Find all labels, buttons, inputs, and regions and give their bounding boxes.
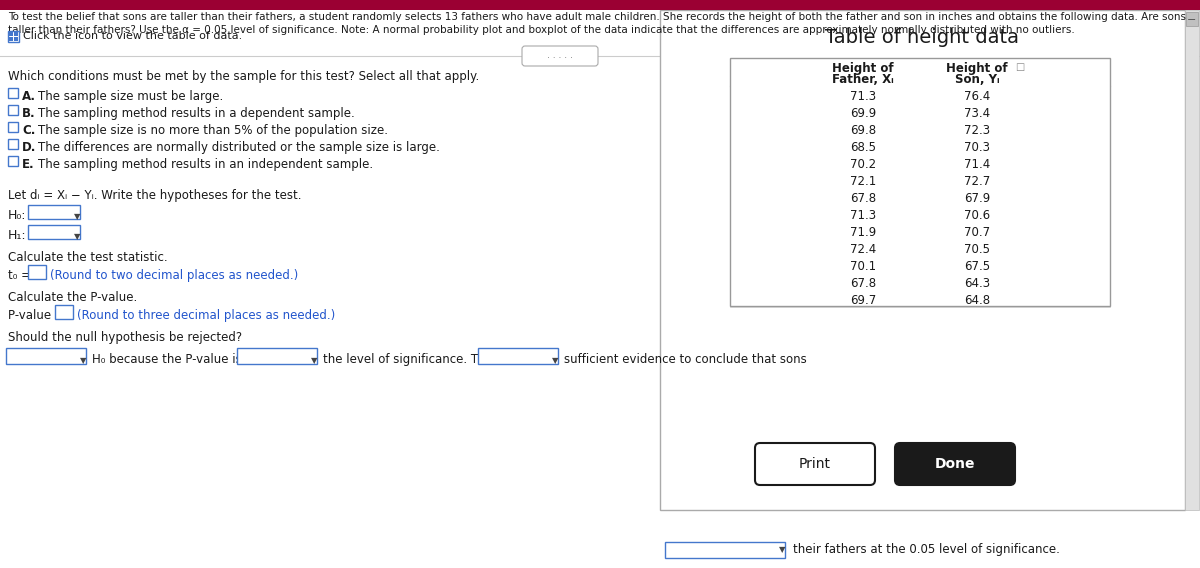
Bar xyxy=(28,265,46,279)
Text: A.: A. xyxy=(22,90,36,103)
Text: 76.4: 76.4 xyxy=(964,90,990,103)
Text: sufficient evidence to conclude that sons: sufficient evidence to conclude that son… xyxy=(564,353,806,366)
FancyBboxPatch shape xyxy=(522,46,598,66)
Bar xyxy=(730,58,1110,306)
Text: D.: D. xyxy=(22,141,36,154)
Text: The sample size must be large.: The sample size must be large. xyxy=(38,90,223,103)
Text: □: □ xyxy=(1015,62,1025,72)
Text: 64.3: 64.3 xyxy=(964,277,990,290)
Text: 71.4: 71.4 xyxy=(964,158,990,171)
Text: 70.6: 70.6 xyxy=(964,209,990,222)
Text: The sampling method results in an independent sample.: The sampling method results in an indepe… xyxy=(38,158,373,171)
Text: 72.1: 72.1 xyxy=(850,175,876,188)
Text: 67.8: 67.8 xyxy=(850,277,876,290)
FancyBboxPatch shape xyxy=(755,443,875,485)
Text: 67.8: 67.8 xyxy=(850,192,876,205)
Text: the level of significance. There: the level of significance. There xyxy=(323,353,505,366)
Bar xyxy=(8,156,18,166)
Bar xyxy=(0,0,1200,10)
Text: 70.5: 70.5 xyxy=(964,243,990,256)
Bar xyxy=(14,37,18,41)
Bar xyxy=(1186,10,1199,510)
Text: Height of: Height of xyxy=(946,62,1008,75)
Text: 71.3: 71.3 xyxy=(850,90,876,103)
Bar xyxy=(665,542,785,558)
Text: 70.1: 70.1 xyxy=(850,260,876,273)
Text: . . . . .: . . . . . xyxy=(547,51,572,60)
Text: Calculate the P-value.: Calculate the P-value. xyxy=(8,291,137,304)
Text: Table of height data: Table of height data xyxy=(826,28,1019,47)
FancyBboxPatch shape xyxy=(895,443,1015,485)
Bar xyxy=(660,10,1186,510)
Text: H₀ because the P-value is: H₀ because the P-value is xyxy=(92,353,241,366)
Text: C.: C. xyxy=(22,124,35,137)
Text: Should the null hypothesis be rejected?: Should the null hypothesis be rejected? xyxy=(8,331,242,344)
Text: 68.5: 68.5 xyxy=(850,141,876,154)
Bar xyxy=(8,88,18,98)
Bar xyxy=(8,139,18,149)
Text: Click the icon to view the table of data.: Click the icon to view the table of data… xyxy=(23,31,242,41)
Text: t₀ =: t₀ = xyxy=(8,269,31,282)
Bar xyxy=(8,31,19,42)
Text: 64.8: 64.8 xyxy=(964,294,990,307)
Text: 72.4: 72.4 xyxy=(850,243,876,256)
Text: Let dᵢ = Xᵢ − Yᵢ. Write the hypotheses for the test.: Let dᵢ = Xᵢ − Yᵢ. Write the hypotheses f… xyxy=(8,189,301,202)
Bar xyxy=(6,348,86,364)
Bar xyxy=(0,546,1200,568)
Text: 69.7: 69.7 xyxy=(850,294,876,307)
Text: ▼: ▼ xyxy=(779,545,786,554)
Text: E.: E. xyxy=(22,158,35,171)
Bar xyxy=(10,37,13,41)
Text: 72.3: 72.3 xyxy=(964,124,990,137)
Text: ▼: ▼ xyxy=(74,232,80,241)
Text: 71.9: 71.9 xyxy=(850,226,876,239)
Text: Height of: Height of xyxy=(832,62,894,75)
Text: ▼: ▼ xyxy=(80,356,86,365)
Text: 73.4: 73.4 xyxy=(964,107,990,120)
Text: Done: Done xyxy=(935,457,976,471)
Text: 69.8: 69.8 xyxy=(850,124,876,137)
Text: 70.2: 70.2 xyxy=(850,158,876,171)
Text: H₀:: H₀: xyxy=(8,209,26,222)
Text: The sampling method results in a dependent sample.: The sampling method results in a depende… xyxy=(38,107,355,120)
Bar xyxy=(14,32,18,36)
Text: ▼: ▼ xyxy=(74,212,80,221)
Bar xyxy=(478,348,558,364)
Text: 70.3: 70.3 xyxy=(964,141,990,154)
Bar xyxy=(8,122,18,132)
Bar xyxy=(28,205,80,219)
Text: ▼: ▼ xyxy=(552,356,558,365)
Text: P-value =: P-value = xyxy=(8,309,65,322)
Bar xyxy=(8,105,18,115)
Bar xyxy=(238,348,317,364)
Bar xyxy=(10,32,13,36)
Text: Father, Xᵢ: Father, Xᵢ xyxy=(832,73,894,86)
Text: Son, Yᵢ: Son, Yᵢ xyxy=(955,73,1000,86)
Text: H₁:: H₁: xyxy=(8,229,26,242)
Text: their fathers at the 0.05 level of significance.: their fathers at the 0.05 level of signi… xyxy=(793,544,1060,557)
Text: 71.3: 71.3 xyxy=(850,209,876,222)
Text: B.: B. xyxy=(22,107,36,120)
Text: Print: Print xyxy=(799,457,830,471)
Text: 67.9: 67.9 xyxy=(964,192,990,205)
Text: Calculate the test statistic.: Calculate the test statistic. xyxy=(8,251,168,264)
Text: To test the belief that sons are taller than their fathers, a student randomly s: To test the belief that sons are taller … xyxy=(8,12,1186,22)
Text: ▼: ▼ xyxy=(311,356,318,365)
Text: −: − xyxy=(1187,15,1196,25)
Text: (Round to three decimal places as needed.): (Round to three decimal places as needed… xyxy=(77,309,335,322)
Text: (Round to two decimal places as needed.): (Round to two decimal places as needed.) xyxy=(50,269,299,282)
Text: 69.9: 69.9 xyxy=(850,107,876,120)
Bar xyxy=(28,225,80,239)
Text: The differences are normally distributed or the sample size is large.: The differences are normally distributed… xyxy=(38,141,440,154)
Text: 70.7: 70.7 xyxy=(964,226,990,239)
Text: Which conditions must be met by the sample for this test? Select all that apply.: Which conditions must be met by the samp… xyxy=(8,70,479,83)
Text: 67.5: 67.5 xyxy=(964,260,990,273)
Bar xyxy=(1186,12,1198,26)
Text: taller than their fathers? Use the α = 0.05 level of significance. Note: A norma: taller than their fathers? Use the α = 0… xyxy=(8,25,1075,35)
Text: The sample size is no more than 5% of the population size.: The sample size is no more than 5% of th… xyxy=(38,124,388,137)
Bar xyxy=(55,305,73,319)
Text: 72.7: 72.7 xyxy=(964,175,990,188)
